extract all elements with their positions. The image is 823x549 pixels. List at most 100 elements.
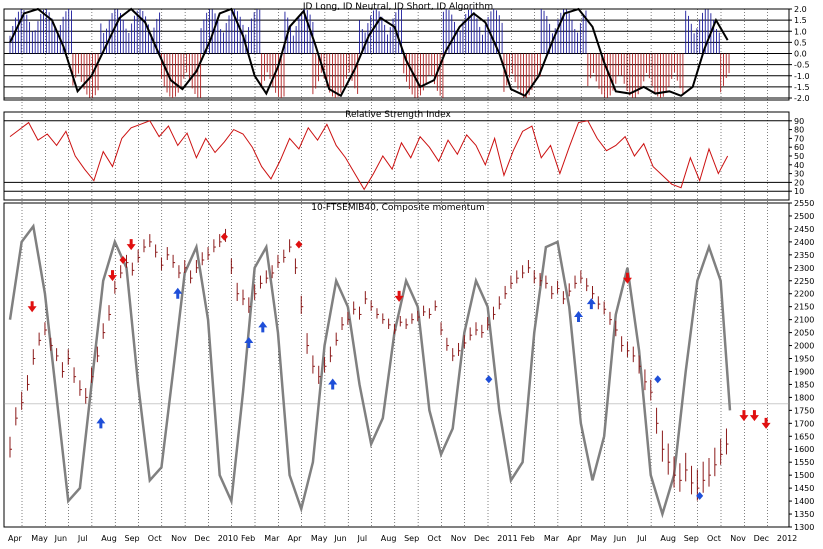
- id-algorithm-line: [9, 7, 729, 98]
- x-tick-label: Nov: [451, 534, 467, 543]
- x-tick-label: Dec: [474, 534, 489, 543]
- sell-arrow-icon: [761, 417, 771, 429]
- blue-diamond-icon: [485, 375, 493, 384]
- x-tick-label: Aug: [381, 534, 397, 543]
- x-tick-label: Sep: [684, 534, 699, 543]
- panel3-y-tick-label: 2150: [794, 303, 814, 312]
- panel1-y-tick-label: -2.0: [794, 94, 810, 103]
- panel3-y-tick-label: 2500: [794, 212, 814, 221]
- panel3-y-tick-label: 1900: [794, 367, 814, 376]
- panel1-y-tick-label: -1.5: [794, 83, 810, 92]
- panel1-y-tick-label: -1.0: [794, 72, 810, 81]
- buy-arrow-icon: [173, 287, 183, 299]
- x-tick-label: Nov: [730, 534, 746, 543]
- x-tick-label: Apr: [8, 534, 23, 543]
- x-tick-label: Apr: [567, 534, 582, 543]
- x-tick-label: Oct: [148, 534, 162, 543]
- red-diamond-icon: [119, 256, 127, 265]
- panel3-y-tick-label: 1550: [794, 458, 814, 467]
- panel3-title: 10-FTSEMIB40, Composite momentum: [311, 203, 485, 213]
- red-diamond-icon: [295, 240, 303, 249]
- x-tick-label: May: [591, 534, 608, 543]
- panel3-y-tick-label: 2400: [794, 238, 814, 247]
- x-tick-label: Jun: [613, 534, 627, 543]
- x-tick-label: Feb: [521, 534, 535, 543]
- panel2-y-tick-label: 70: [794, 134, 804, 143]
- panel2-y-tick-label: 60: [794, 143, 804, 152]
- panel1-y-tick-label: 2.0: [794, 5, 807, 14]
- rsi-line: [9, 120, 729, 191]
- red-diamond-icon: [220, 232, 228, 241]
- x-tick-label: Feb: [241, 534, 255, 543]
- buy-arrow-icon: [574, 311, 584, 323]
- panel3-y-tick-label: 1450: [794, 484, 814, 493]
- buy-arrow-icon: [328, 378, 338, 390]
- x-tick-label: Jun: [333, 534, 347, 543]
- x-tick-label: Mar: [264, 534, 280, 543]
- x-tick-label: 2011: [497, 534, 517, 543]
- panel1-y-tick-label: 1.5: [794, 16, 807, 25]
- panel3-y-tick-label: 1700: [794, 419, 814, 428]
- blue-diamond-icon: [696, 491, 704, 500]
- sell-arrow-icon: [749, 410, 759, 422]
- sell-arrow-icon: [108, 270, 118, 282]
- x-tick-label: Oct: [707, 534, 721, 543]
- panel3-y-tick-label: 1750: [794, 406, 814, 415]
- panel3-y-tick-label: 2350: [794, 251, 814, 260]
- x-tick-label: Jul: [357, 534, 368, 543]
- panel-frame-1: [3, 8, 790, 101]
- panel3-y-tick-label: 2450: [794, 225, 814, 234]
- panel2-title: Relative Strength Index: [345, 110, 451, 120]
- panel3-y-tick-label: 1800: [794, 393, 814, 402]
- panel3-y-tick-label: 2200: [794, 290, 814, 299]
- x-tick-label: Dec: [754, 534, 769, 543]
- panel2-y-tick-label: 80: [794, 126, 804, 135]
- buy-arrow-icon: [258, 321, 268, 333]
- panel2-y-tick-label: 90: [794, 117, 804, 126]
- x-tick-label: Jul: [636, 534, 647, 543]
- panel3-y-tick-label: 1950: [794, 355, 814, 364]
- sell-arrow-icon: [739, 410, 749, 422]
- sell-arrow-icon: [622, 272, 632, 284]
- x-tick-label: Aug: [660, 534, 676, 543]
- panel2-y-tick-label: 30: [794, 170, 804, 179]
- x-tick-label: Mar: [544, 534, 560, 543]
- panel2-y-tick-label: 50: [794, 152, 804, 161]
- panel3-y-tick-label: 1350: [794, 510, 814, 519]
- x-tick-label: Sep: [404, 534, 419, 543]
- x-tick-label: May: [311, 534, 328, 543]
- panel3-y-tick-label: 1300: [794, 523, 814, 532]
- panel3-y-tick-label: 2300: [794, 264, 814, 273]
- panel1-y-tick-label: -0.5: [794, 61, 810, 70]
- panel3-y-tick-label: 1850: [794, 380, 814, 389]
- buy-arrow-icon: [96, 417, 106, 429]
- panel3-y-tick-label: 2550: [794, 199, 814, 208]
- panel3-y-tick-label: 1650: [794, 432, 814, 441]
- x-tick-label: Jun: [54, 534, 68, 543]
- panel1-y-tick-label: 0.5: [794, 38, 807, 47]
- sell-arrow-icon: [394, 290, 404, 302]
- buy-arrow-icon: [244, 336, 254, 348]
- panel3-y-tick-label: 2100: [794, 316, 814, 325]
- panel-frame-3: [3, 202, 790, 528]
- x-tick-label: May: [31, 534, 48, 543]
- sell-arrow-icon: [126, 239, 136, 251]
- sell-arrow-icon: [27, 301, 37, 313]
- panel3-y-tick-label: 2000: [794, 342, 814, 351]
- x-tick-label: Aug: [101, 534, 117, 543]
- panel3-y-tick-label: 2250: [794, 277, 814, 286]
- panel1-title: ID Long, ID Neutral, ID Short, ID Algori…: [303, 2, 493, 12]
- composite-momentum-line: [8, 223, 732, 519]
- panel2-y-tick-label: 10: [794, 187, 804, 196]
- panel3-y-tick-label: 2050: [794, 329, 814, 338]
- x-tick-label: Sep: [125, 534, 140, 543]
- panel2-y-tick-label: 20: [794, 178, 804, 187]
- panel3-y-tick-label: 1500: [794, 471, 814, 480]
- x-tick-label: Jul: [77, 534, 88, 543]
- blue-diamond-icon: [654, 375, 662, 384]
- buy-arrow-icon: [586, 298, 596, 310]
- panel3-y-tick-label: 1600: [794, 445, 814, 454]
- x-tick-label: Dec: [194, 534, 209, 543]
